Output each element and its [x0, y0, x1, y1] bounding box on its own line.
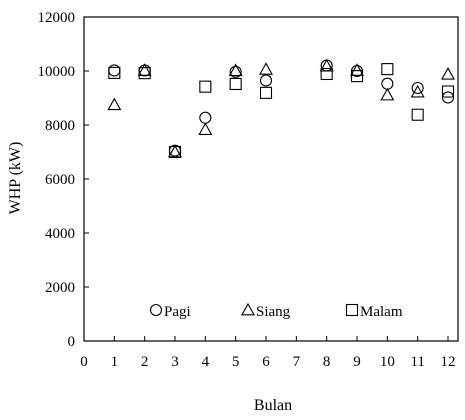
y-tick-label: 10000 [38, 64, 76, 80]
legend-label: Malam [360, 304, 403, 320]
siang-point [108, 99, 120, 110]
x-tick-label: 8 [323, 354, 331, 370]
x-tick-label: 12 [441, 354, 456, 370]
series-siang [108, 60, 454, 157]
malam-point [412, 109, 423, 120]
y-tick-label: 8000 [45, 118, 75, 134]
y-tick-label: 0 [68, 334, 76, 350]
y-tick-label: 6000 [45, 172, 75, 188]
x-tick-label: 10 [380, 354, 395, 370]
malam-point [230, 78, 241, 89]
legend-square-icon [347, 305, 358, 316]
legend-item-malam: Malam [347, 304, 403, 320]
y-axis-label: WHP (kW) [7, 142, 24, 215]
legend: Pagi Siang Malam [151, 304, 403, 320]
malam-point [200, 81, 211, 92]
legend-circle-icon [151, 305, 162, 316]
legend-label: Siang [256, 304, 291, 320]
x-tick-label: 3 [171, 354, 179, 370]
pagi-point [200, 112, 211, 123]
malam-point [139, 68, 150, 79]
plot-frame [84, 17, 458, 341]
pagi-point [109, 65, 120, 76]
pagi-point [321, 60, 332, 71]
y-tick-label: 12000 [38, 10, 76, 26]
series-malam [109, 64, 454, 158]
x-axis-label: Bulan [254, 397, 292, 414]
siang-point [199, 124, 211, 135]
legend-triangle-icon [242, 304, 254, 315]
axes [84, 17, 458, 341]
legend-item-pagi: Pagi [151, 304, 191, 320]
legend-item-siang: Siang [242, 304, 291, 320]
x-tick-label: 9 [353, 354, 361, 370]
pagi-point [261, 75, 272, 86]
siang-point [381, 89, 393, 100]
x-tick-label: 1 [111, 354, 119, 370]
siang-point [442, 68, 454, 79]
siang-point [260, 63, 272, 74]
malam-point [261, 87, 272, 98]
malam-point [109, 67, 120, 78]
x-tick-label: 0 [80, 354, 88, 370]
x-tick-label: 4 [202, 354, 210, 370]
data-points [108, 60, 454, 157]
legend-label: Pagi [164, 304, 191, 320]
x-tick-label: 5 [232, 354, 240, 370]
series-pagi [109, 60, 454, 156]
x-tick-label: 7 [293, 354, 301, 370]
malam-point [382, 64, 393, 75]
pagi-point [382, 78, 393, 89]
x-tick-label: 6 [262, 354, 270, 370]
x-tick-label: 11 [410, 354, 424, 370]
x-tick-label: 2 [141, 354, 149, 370]
y-tick-label: 2000 [45, 280, 75, 296]
y-tick-label: 4000 [45, 226, 75, 242]
